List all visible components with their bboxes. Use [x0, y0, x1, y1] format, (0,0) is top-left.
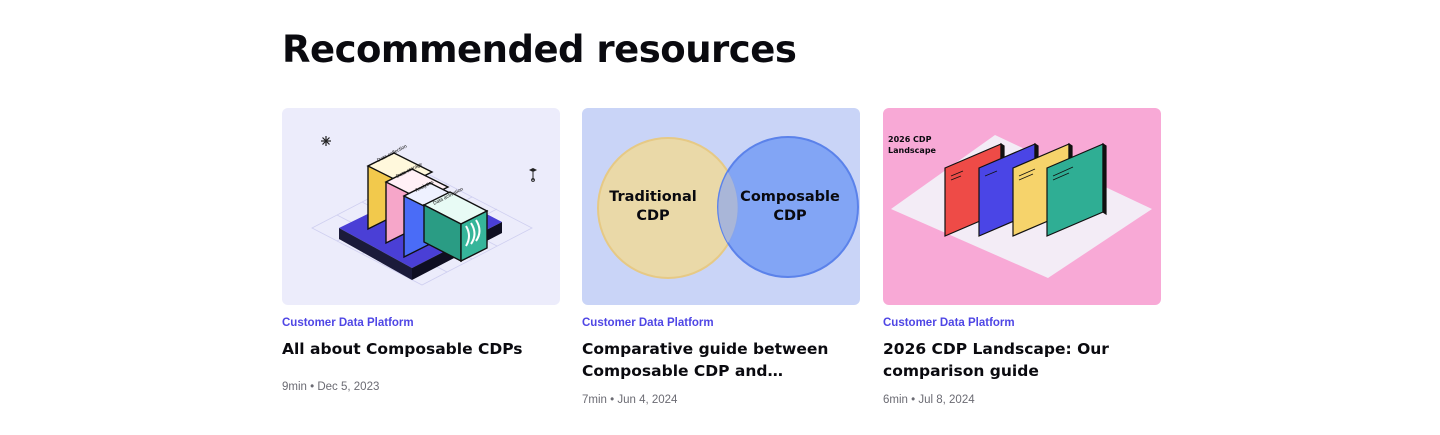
composable-cdp-illustration: Data collection Data storage Analytics D… [282, 108, 560, 305]
cdp-landscape-illustration: 2026 CDP Landscape [883, 108, 1161, 305]
sparkle-icon [321, 136, 331, 146]
card-meta: 6min • Jul 8, 2024 [883, 394, 975, 406]
landscape-panels [944, 142, 1107, 237]
card-thumbnail[interactable]: Data collection Data storage Analytics D… [282, 108, 560, 305]
card-meta: 9min • Dec 5, 2023 [282, 381, 380, 393]
resource-card[interactable]: Data collection Data storage Analytics D… [282, 108, 560, 394]
section-title: Recommended resources [282, 28, 797, 71]
venn-right-label-1: Composable [740, 189, 840, 205]
card-thumbnail[interactable]: Traditional CDP Composable CDP [582, 108, 860, 305]
venn-left-label-2: CDP [636, 208, 670, 224]
logo-icon [465, 219, 481, 247]
landscape-heading-2: Landscape [888, 146, 937, 155]
resource-card[interactable]: 2026 CDP Landscape Customer Data Platfo [883, 108, 1161, 407]
venn-right-label-2: CDP [773, 208, 807, 224]
venn-diagram-illustration: Traditional CDP Composable CDP [582, 108, 860, 305]
venn-left-label-1: Traditional [609, 189, 697, 205]
card-title[interactable]: 2026 CDP Landscape: Our comparison guide [883, 340, 1109, 380]
landscape-heading-1: 2026 CDP [888, 135, 932, 144]
card-category[interactable]: Customer Data Platform [883, 317, 1015, 329]
card-meta: 7min • Jun 4, 2024 [582, 394, 678, 406]
resource-card[interactable]: Traditional CDP Composable CDP Customer … [582, 108, 860, 407]
card-thumbnail[interactable]: 2026 CDP Landscape [883, 108, 1161, 305]
card-title[interactable]: Comparative guide between Composable CDP… [582, 340, 829, 380]
marker-icon [529, 168, 537, 182]
card-category[interactable]: Customer Data Platform [282, 317, 414, 329]
card-category[interactable]: Customer Data Platform [582, 317, 714, 329]
book-stack [366, 151, 489, 263]
card-title[interactable]: All about Composable CDPs [282, 340, 523, 358]
